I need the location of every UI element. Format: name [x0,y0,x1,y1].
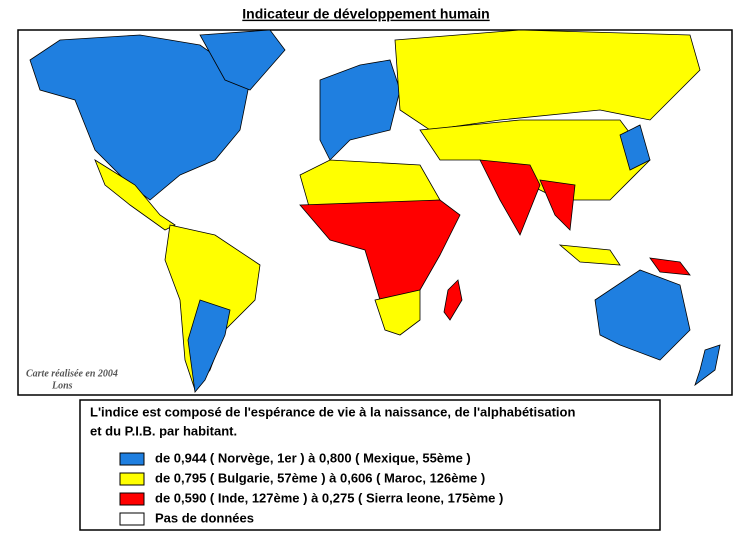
legend-swatch [119,492,145,506]
credit-author: Lons [51,380,73,391]
map [29,29,721,393]
legend-label: Pas de données [155,510,254,525]
legend-label: de 0,944 ( Norvège, 1er ) à 0,800 ( Mexi… [155,450,471,465]
legend-label: de 0,590 ( Inde, 127ème ) à 0,275 ( Sier… [155,490,503,505]
legend-description: et du P.I.B. par habitant. [90,423,237,438]
legend-label: de 0,795 ( Bulgarie, 57ème ) à 0,606 ( M… [155,470,485,485]
legend-swatch [119,472,145,486]
legend-swatch [119,452,145,466]
legend-description: L'indice est composé de l'espérance de v… [90,404,575,419]
legend-box [79,399,661,531]
legend-items: de 0,944 ( Norvège, 1er ) à 0,800 ( Mexi… [119,450,503,526]
legend-swatch [119,512,145,526]
title: Indicateur de développement humain [242,6,489,22]
credit: Carte réalisée en 2004 [26,368,118,379]
